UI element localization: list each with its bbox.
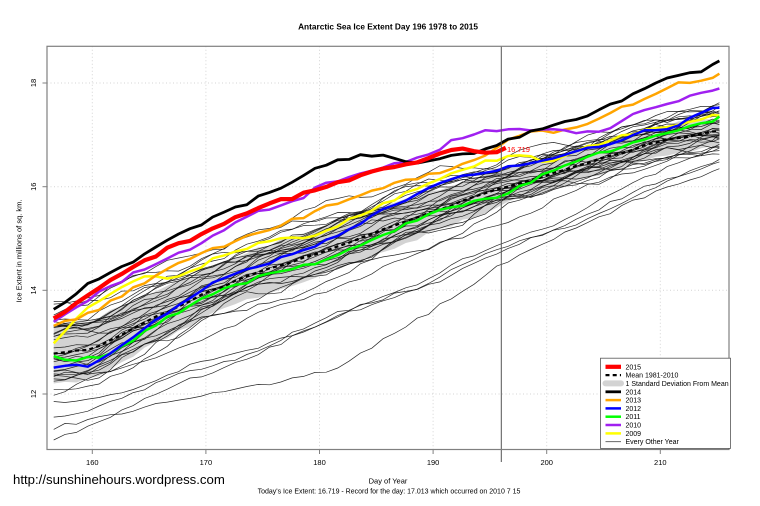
svg-text:2015: 2015: [626, 364, 642, 371]
svg-text:180: 180: [313, 458, 326, 467]
svg-text:Every Other Year: Every Other Year: [626, 439, 680, 446]
svg-text:Day of Year: Day of Year: [369, 477, 408, 486]
svg-text:14: 14: [29, 286, 38, 294]
svg-text:1 Standard Deviation From Mean: 1 Standard Deviation From Mean: [626, 381, 729, 388]
svg-text:190: 190: [427, 458, 440, 467]
svg-text:2009: 2009: [626, 431, 642, 438]
svg-text:170: 170: [200, 458, 213, 467]
svg-text:Mean 1981-2010: Mean 1981-2010: [626, 373, 679, 380]
svg-text:2012: 2012: [626, 406, 642, 413]
svg-text:18: 18: [29, 79, 38, 87]
svg-text:Today's Ice Extent: 16.719 -: Today's Ice Extent: 16.719 - Record for …: [258, 489, 521, 496]
svg-text:Ice Extent in millions of sq.: Ice Extent in millions of sq. km.: [15, 200, 24, 303]
svg-text:2010: 2010: [626, 423, 642, 430]
svg-text:2011: 2011: [626, 414, 641, 421]
svg-text:2013: 2013: [626, 398, 642, 405]
svg-text:160: 160: [86, 458, 99, 467]
svg-text:210: 210: [654, 458, 667, 467]
svg-text:Antarctic Sea Ice Extent Day 1: Antarctic Sea Ice Extent Day 196 1978 to…: [298, 22, 478, 32]
svg-text:16: 16: [29, 183, 38, 191]
svg-text:http://sunshinehours.wordpress: http://sunshinehours.wordpress.com: [13, 472, 225, 487]
svg-text:2014: 2014: [626, 389, 642, 396]
svg-text:200: 200: [540, 458, 553, 467]
svg-text:12: 12: [29, 390, 38, 398]
svg-text:16.719: 16.719: [507, 145, 530, 154]
